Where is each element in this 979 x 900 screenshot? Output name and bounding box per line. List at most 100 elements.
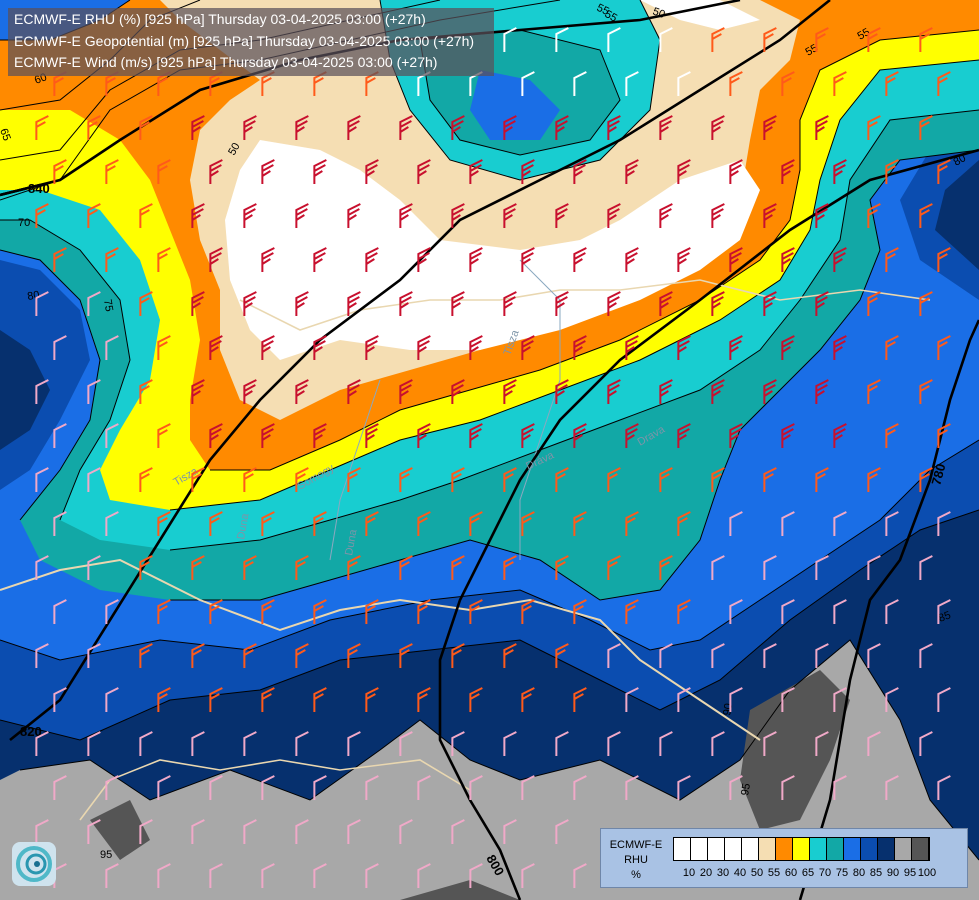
wind-barb [625,71,639,96]
color-legend: ECMWF-E RHU % 10 20 30 40 50 55 60 65 70 75 80 85 90… [600,828,968,888]
wind-barb [365,863,379,888]
wind-barb [607,643,621,668]
wind-barb [313,247,327,272]
legend-swatch [844,838,861,860]
wind-barb [53,775,67,800]
legend-swatch [725,838,742,860]
legend-tick-label: 80 [852,867,866,879]
wind-barb [365,423,379,448]
rhu-contour-labels: 55 60 50 55 65 70 75 80 85 90 95 50 55 5… [0,2,968,861]
wind-barb [919,467,933,492]
legend-swatch [708,838,725,860]
wind-barb [295,203,309,228]
wind-barb [157,775,171,800]
wind-barb [625,335,639,360]
rhu-contour-label: 80 [952,152,969,169]
wind-barb [937,775,951,800]
legend-swatch [878,838,895,860]
wind-barb [469,775,483,800]
wind-barb [815,467,829,492]
wind-barb [521,247,535,272]
wind-barb [105,599,119,624]
logo [12,842,56,886]
wind-barb [937,335,951,360]
wind-barb [469,599,483,624]
wind-barb [555,467,569,492]
wind-barb [503,291,517,316]
wind-barb [711,291,725,316]
wind-barb [53,599,67,624]
wind-barb [261,775,275,800]
legend-swatch [793,838,810,860]
wind-barb [295,819,309,844]
geopotential-820-line [9,0,831,742]
wind-barb [555,115,569,140]
wind-barb [139,731,153,756]
wind-barb [191,819,205,844]
legend-swatch [912,838,929,860]
wind-barb [919,643,933,668]
wind-barb [833,335,847,360]
rhu-cell-north-blue [470,70,560,140]
wind-barb [937,71,951,96]
wind-barb [365,159,379,184]
wind-barb [555,731,569,756]
wind-barb [555,291,569,316]
wind-barb [451,819,465,844]
wind-barb [729,247,743,272]
legend-title: ECMWF-E RHU % [605,838,667,883]
wind-barb [729,599,743,624]
wind-barb [417,159,431,184]
wind-barb [469,159,483,184]
borders-rivers [0,259,931,821]
wind-barb [521,159,535,184]
wind-barb [35,731,49,756]
wind-barb [347,643,361,668]
wind-barb [243,731,257,756]
wind-barb [35,291,49,316]
wind-barb [867,27,881,52]
wind-barb [573,159,587,184]
wind-barb [399,819,413,844]
legend-colorbar [673,837,930,861]
wind-barb [105,159,119,184]
wind-barb [677,247,691,272]
wind-barb [815,115,829,140]
wind-barb [833,159,847,184]
wind-barb [313,335,327,360]
wind-barb [677,511,691,536]
wind-barb [711,643,725,668]
wind-barb [729,423,743,448]
wind-barb [451,115,465,140]
wind-barb [53,687,67,712]
wind-barb [763,27,777,52]
legend-tick-label: 10 [682,867,696,879]
wind-barb [87,643,101,668]
wind-barb [417,511,431,536]
wind-barb [35,203,49,228]
wind-barb [659,203,673,228]
wind-barb [729,687,743,712]
wind-barb [347,819,361,844]
rhu-contour-label: 70 [18,217,30,229]
wind-barb [867,555,881,580]
title-geopotential: ECMWF-E Geopotential (m) [925 hPa] Thurs… [14,33,475,49]
wind-barb [659,379,673,404]
legend-tick-label: 60 [784,867,798,879]
wind-barb [729,159,743,184]
legend-swatch [776,838,793,860]
wind-barb [209,423,223,448]
wind-barb [243,643,257,668]
wind-barb [677,159,691,184]
wind-barb [781,423,795,448]
legend-tick-label: 65 [801,867,815,879]
rhu-contour-label: 55 [603,8,620,25]
rhu-contour-label: 95 [100,849,112,861]
wind-barb [781,71,795,96]
wind-barb [555,819,569,844]
wind-barb [261,247,275,272]
wind-barb [209,687,223,712]
wind-barb [503,819,517,844]
wind-barb [763,555,777,580]
wind-barb [365,599,379,624]
